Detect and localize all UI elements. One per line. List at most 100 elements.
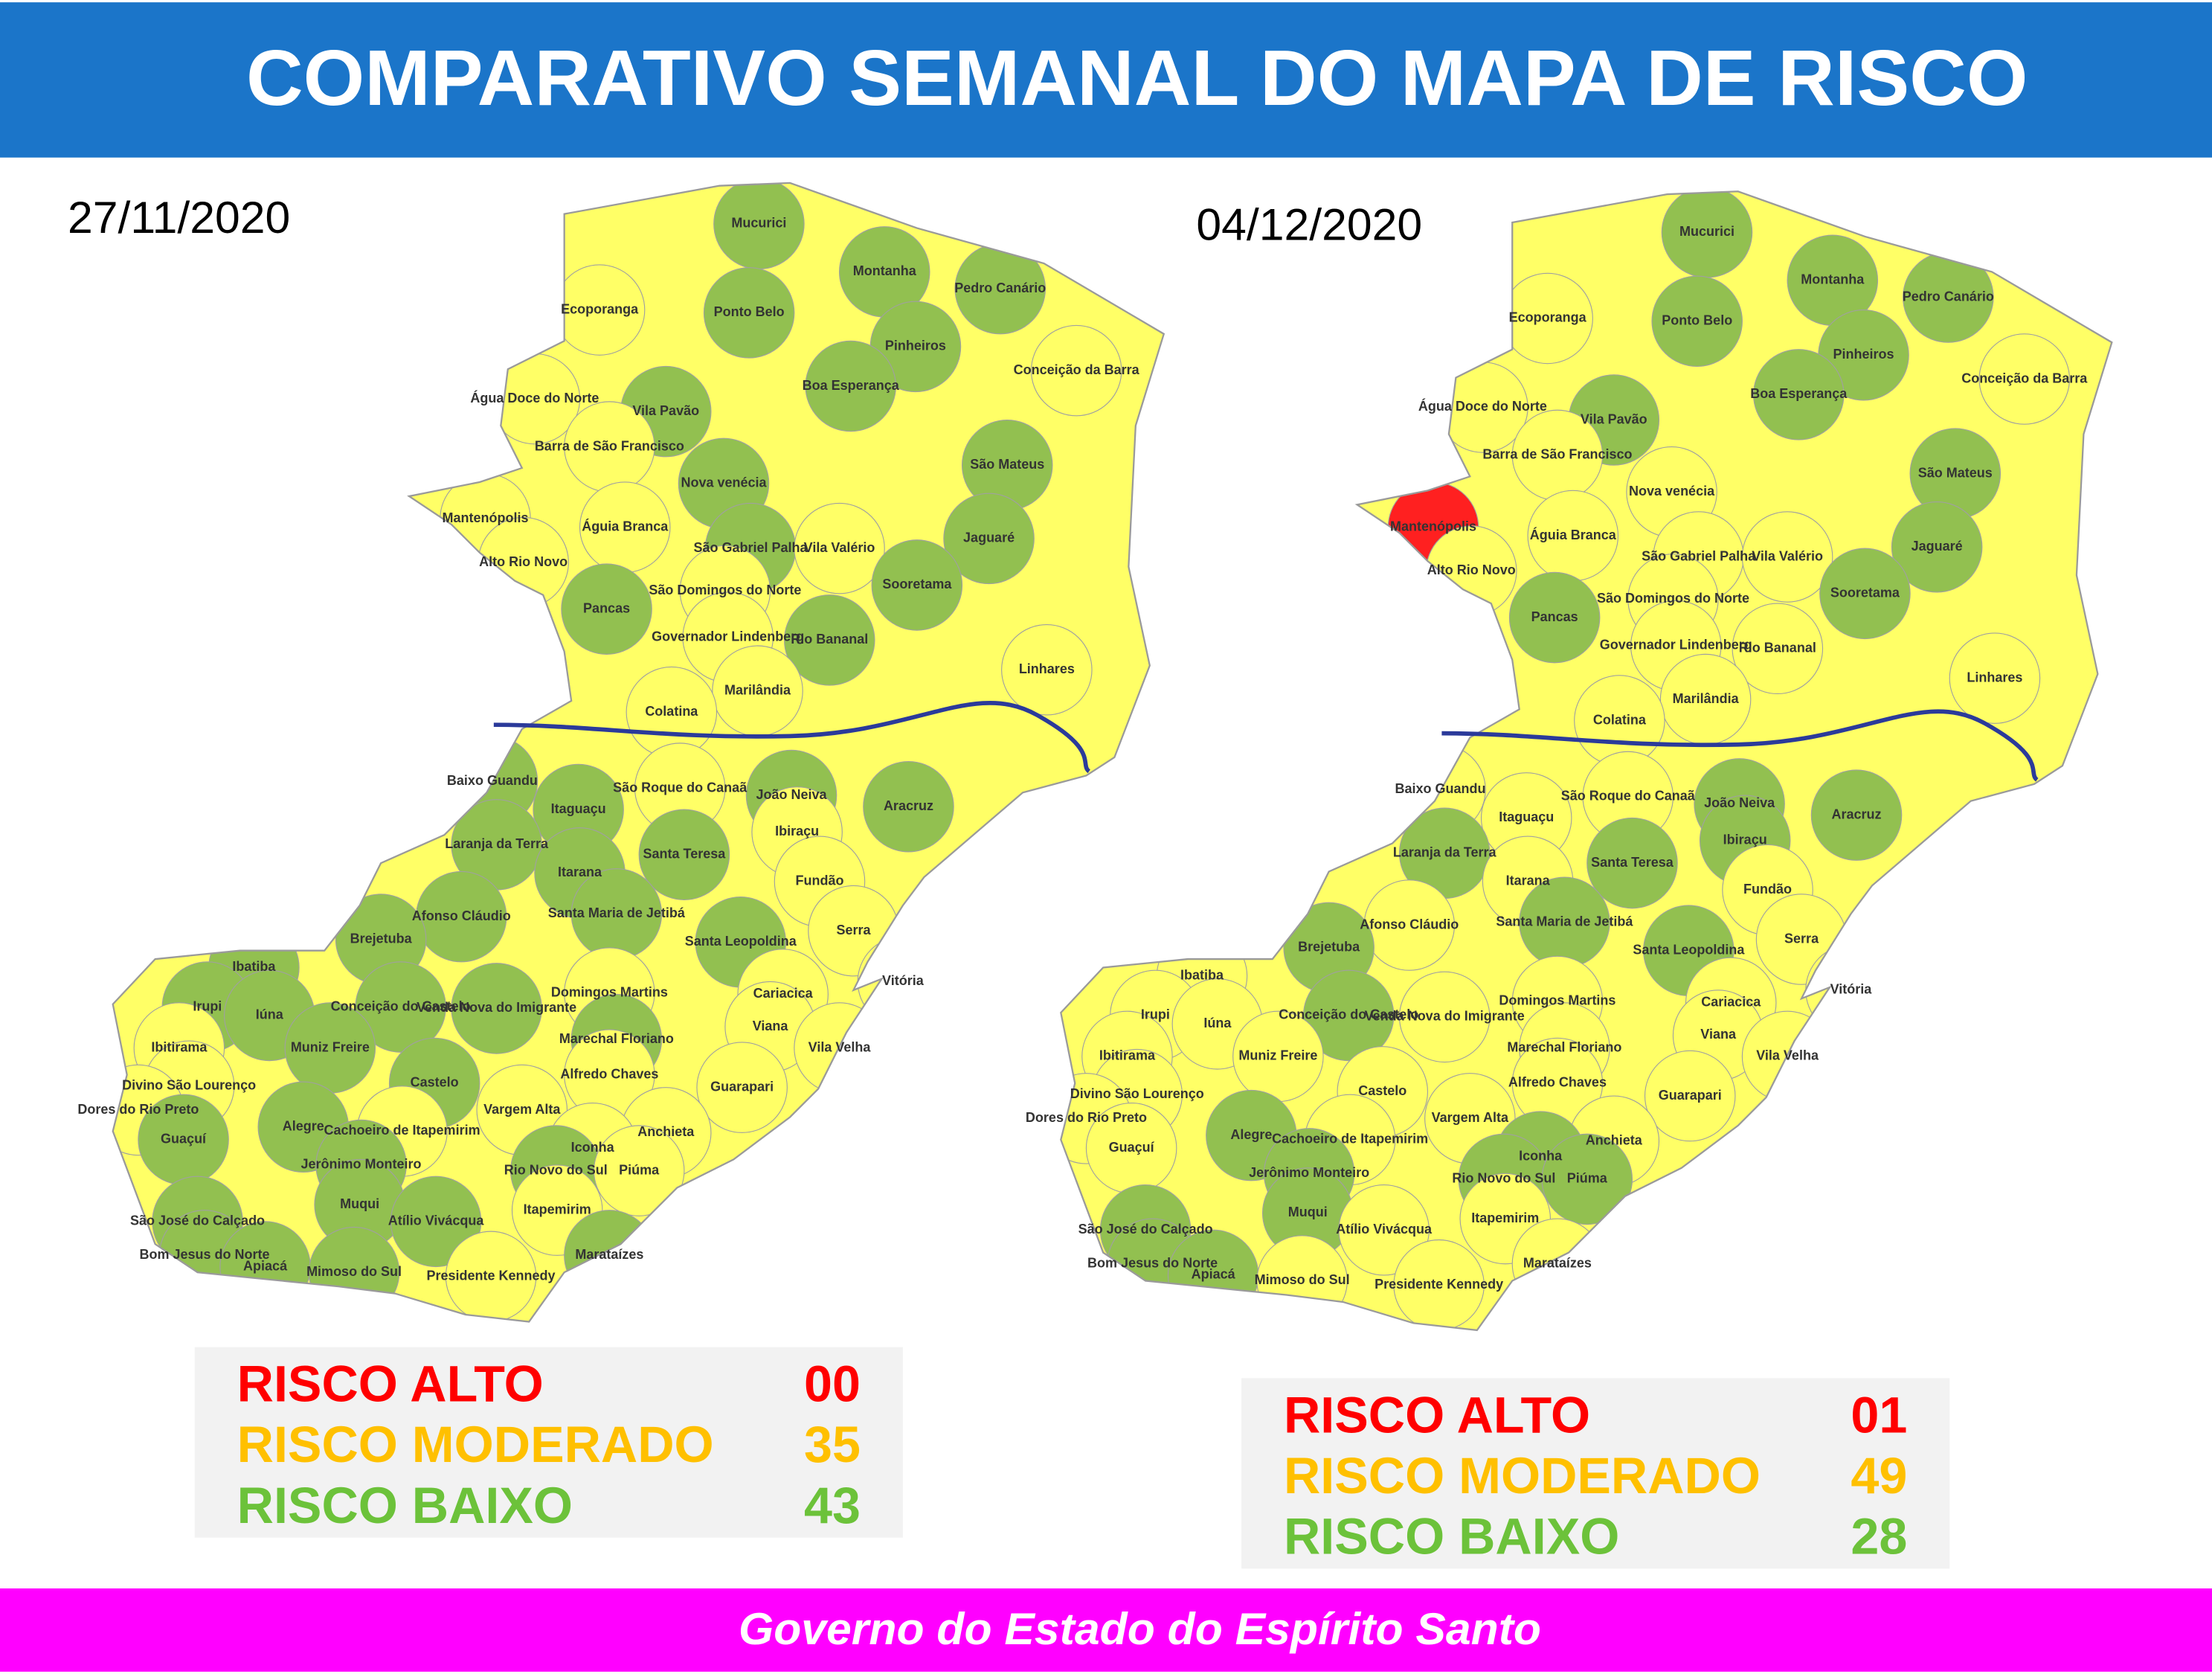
municipality-label: Viana (753, 1019, 789, 1033)
municipality-label: Barra de São Francisco (1482, 447, 1632, 462)
municipality-label: Ibatiba (232, 959, 276, 974)
municipality-label: Sooretama (1830, 586, 1900, 600)
legend-count: 43 (804, 1478, 861, 1534)
state-map: Mucurici Montanha Pedro Canário Ecoporanga P… (77, 182, 1166, 1323)
municipality-label: Rio Bananal (791, 632, 868, 647)
municipality-area (783, 594, 875, 686)
municipality-label: Laranja da Terra (445, 836, 549, 851)
municipality-label: Marechal Floriano (559, 1031, 674, 1046)
municipality-label: São Mateus (1918, 465, 1993, 480)
municipality-label: Aracruz (884, 798, 933, 813)
municipality-area (1001, 623, 1093, 716)
municipality-label: Domingos Martins (1499, 993, 1615, 1008)
municipality-label: Anchieta (1586, 1132, 1643, 1147)
municipality-area (871, 539, 963, 631)
municipality-label: Serra (1784, 931, 1819, 946)
municipality-label: Venda Nova do Imigrante (417, 1000, 576, 1015)
municipality-label: Vila Pavão (632, 403, 699, 418)
municipality-label: João Neiva (1704, 795, 1775, 810)
municipality-label: Afonso Cláudio (412, 908, 511, 923)
municipality-area (703, 267, 795, 359)
municipality-label: Santa Leopoldina (1633, 942, 1745, 957)
municipality-label: Piúma (619, 1162, 660, 1177)
footer-text: Governo do Estado do Espírito Santo (739, 1603, 1541, 1654)
municipality-label: Boa Esperança (803, 378, 900, 393)
municipality-label: Ponto Belo (714, 304, 785, 319)
municipality-label: Alfredo Chaves (1508, 1075, 1607, 1090)
municipality-label: Rio Novo do Sul (504, 1162, 608, 1177)
municipality-label: Água Doce do Norte (1418, 398, 1547, 414)
municipality-area (561, 563, 652, 655)
municipality-label: Iúna (256, 1007, 284, 1022)
municipality-label: Ecoporanga (561, 301, 639, 316)
municipality-label: Muniz Freire (291, 1039, 370, 1054)
municipality-areas (112, 182, 1122, 1322)
municipality-label: Itaguaçu (1499, 809, 1554, 824)
municipality-label: Jerônimo Monteiro (1249, 1165, 1369, 1180)
municipality-label: Santa Teresa (643, 846, 727, 861)
municipality-label: Castelo (411, 1075, 459, 1090)
municipality-area (1978, 333, 2071, 425)
state-outline (112, 182, 1166, 1323)
municipality-label: Dores do Rio Preto (1026, 1110, 1147, 1125)
municipality-area (1338, 1184, 1430, 1276)
municipality-label: Bom Jesus do Norte (1087, 1255, 1218, 1270)
municipality-label: Montanha (853, 263, 917, 278)
municipality-label: Ibitirama (1099, 1048, 1156, 1063)
municipality-label: Iconha (571, 1140, 615, 1155)
municipality-label: Marataízes (1523, 1255, 1592, 1270)
municipality-label: Boa Esperança (1750, 386, 1848, 401)
municipality-label: Itapemirim (1471, 1210, 1539, 1225)
municipality-label: Alegre (1230, 1127, 1272, 1142)
municipality-label: Itapemirim (524, 1202, 591, 1216)
municipality-label: Pinheiros (885, 339, 946, 353)
municipality-label: Conceição do Castelo (331, 998, 471, 1013)
municipality-label: São José do Calçado (130, 1213, 265, 1228)
municipality-label: Cachoeiro de Itapemirim (1272, 1132, 1428, 1147)
municipality-area (1644, 1050, 1736, 1142)
municipality-areas (1061, 191, 2071, 1330)
municipality-label: Guarapari (1659, 1088, 1722, 1103)
municipality-label: Linhares (1967, 670, 2022, 684)
legend-label: RISCO BAIXO (237, 1478, 573, 1534)
municipality-label: São Gabriel Palha (1642, 548, 1756, 563)
municipality-label: Conceição da Barra (1961, 371, 2088, 385)
legend-count: 28 (1851, 1509, 1907, 1565)
municipality-area (451, 963, 542, 1054)
municipality-label: Mantenópolis (1390, 519, 1476, 533)
municipality-area (638, 809, 730, 900)
municipality-label: Afonso Cláudio (1360, 917, 1459, 931)
municipality-label: Apiacá (1192, 1267, 1236, 1282)
municipality-label: Presidente Kennedy (1375, 1277, 1503, 1292)
municipality-label: Fundão (1743, 882, 1792, 897)
municipality-label: Santa Teresa (1591, 855, 1674, 870)
map-date: 27/11/2020 (68, 192, 290, 243)
municipality-label: Rio Novo do Sul (1452, 1171, 1555, 1186)
municipality-label: Baixo Guandu (1395, 781, 1486, 796)
municipality-area (1393, 1239, 1485, 1330)
municipality-area (1753, 349, 1845, 440)
municipality-label: Atílio Vivácqua (1336, 1222, 1433, 1237)
municipality-label: Muniz Freire (1238, 1048, 1317, 1063)
municipality-label: Ibitirama (151, 1039, 208, 1054)
municipality-label: Ibatiba (1180, 968, 1224, 983)
municipality-label: Viana (1700, 1027, 1737, 1042)
municipality-label: Vitória (882, 973, 925, 988)
municipality-label: Jaguaré (963, 530, 1015, 545)
municipality-label: Laranja da Terra (1393, 845, 1497, 860)
municipality-label: Rio Bananal (1739, 641, 1816, 655)
municipality-label: Colatina (1593, 712, 1647, 727)
municipality-label: Alto Rio Novo (1427, 562, 1516, 577)
legend-count: 49 (1851, 1448, 1907, 1504)
municipality-label: Ponto Belo (1662, 313, 1732, 328)
municipality-label: Nova venécia (681, 475, 767, 490)
municipality-label: Água Doce do Norte (470, 390, 599, 405)
municipality-label: Divino São Lourenço (1070, 1086, 1204, 1101)
municipality-label: Piúma (1567, 1171, 1608, 1186)
municipality-label: Vila Valério (1752, 548, 1823, 563)
municipality-label: Marechal Floriano (1507, 1039, 1621, 1054)
municipality-label: Presidente Kennedy (427, 1269, 556, 1283)
municipality-label: Sooretama (882, 577, 952, 591)
municipality-label: Iconha (1519, 1148, 1563, 1163)
municipality-label: Conceição da Barra (1014, 362, 1140, 377)
